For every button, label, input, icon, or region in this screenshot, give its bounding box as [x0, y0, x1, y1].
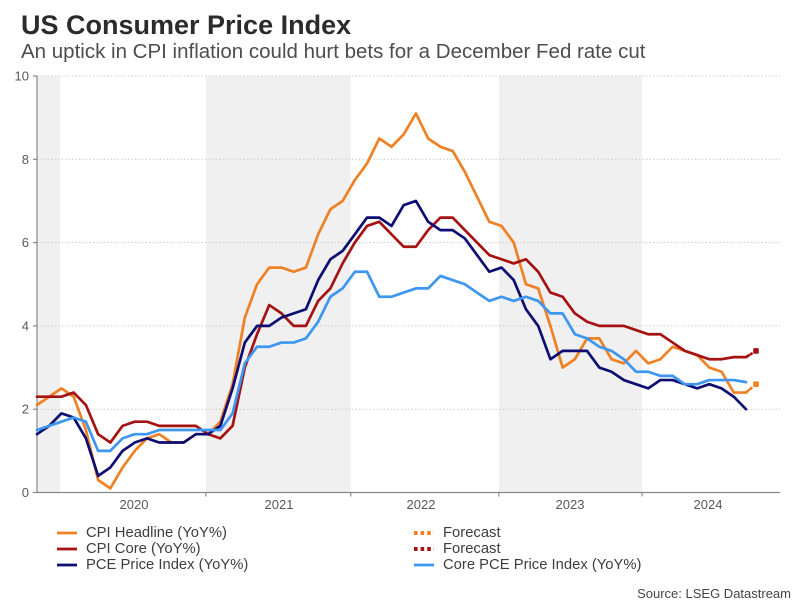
svg-text:4: 4: [22, 318, 29, 333]
svg-text:2022: 2022: [407, 497, 436, 512]
svg-text:10: 10: [15, 69, 29, 84]
svg-text:2: 2: [22, 402, 29, 417]
svg-text:2020: 2020: [120, 497, 149, 512]
svg-text:2023: 2023: [556, 497, 585, 512]
svg-text:2024: 2024: [694, 497, 723, 512]
svg-text:2021: 2021: [265, 497, 294, 512]
svg-text:0: 0: [22, 485, 29, 500]
svg-text:6: 6: [22, 235, 29, 250]
svg-text:8: 8: [22, 152, 29, 167]
